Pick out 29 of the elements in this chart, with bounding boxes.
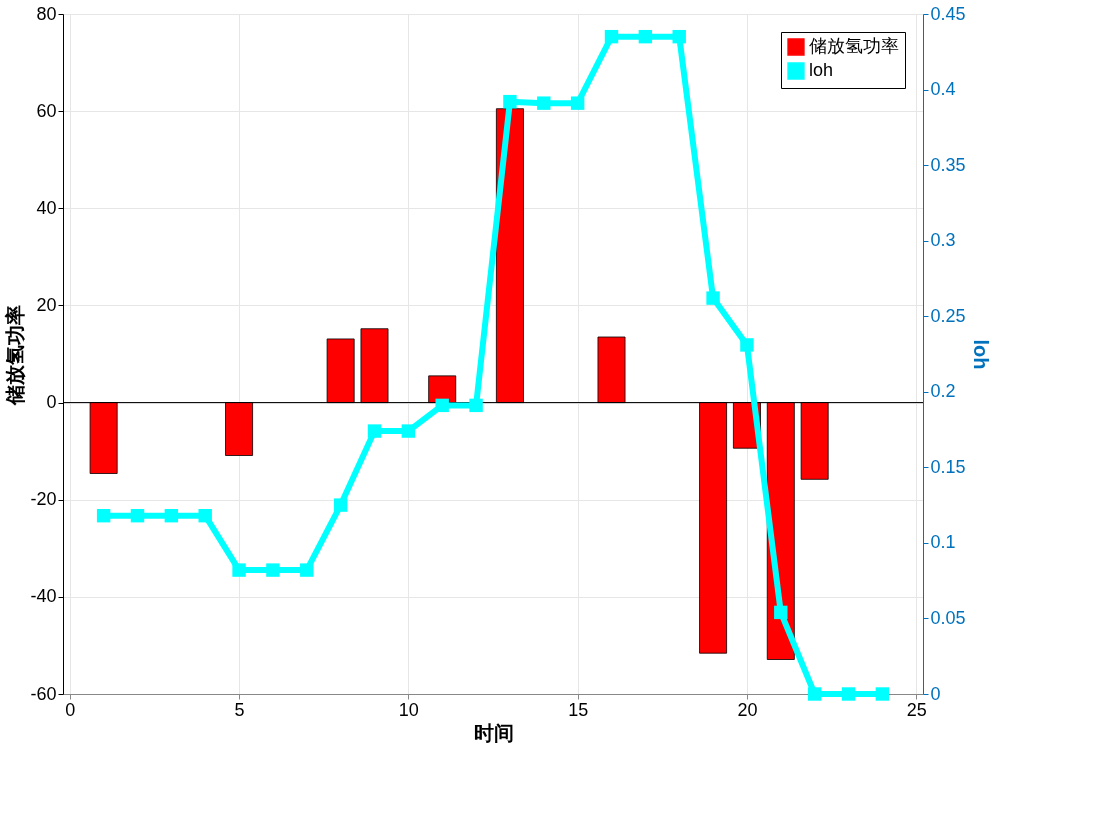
y-tick-label: 20	[36, 294, 57, 315]
y-tick-label: 40	[36, 197, 57, 218]
y2-tick-label: 0.15	[930, 456, 966, 477]
x-tick-label: 20	[737, 699, 758, 720]
x-axis-title: 时间	[473, 721, 514, 744]
y2-tick-label: 0.3	[930, 230, 956, 251]
x-tick-label: 25	[906, 699, 927, 720]
x-tick-label: 15	[568, 699, 589, 720]
y2-tick-label: 0.25	[930, 305, 966, 326]
y-axis-title: 储放氢功率	[4, 304, 27, 406]
legend-label: loh	[809, 60, 834, 80]
y2-tick-label: 0.45	[930, 3, 966, 24]
y-tick-label: 80	[36, 3, 57, 24]
y-tick-label: -20	[30, 489, 57, 510]
y2-tick-label: 0.05	[930, 607, 966, 628]
y2-tick-label: 0.1	[930, 532, 956, 553]
y-tick-label: -40	[30, 586, 57, 607]
y2-tick-label: 0.2	[930, 381, 956, 402]
x-tick-label: 5	[234, 699, 245, 720]
y2-tick-label: 0.4	[930, 79, 956, 100]
y2-tick-label: 0.35	[930, 154, 966, 175]
x-tick-label: 0	[65, 699, 76, 720]
y2-tick-label: 0	[930, 683, 941, 704]
y-tick-label: 60	[36, 100, 57, 121]
y-tick-label: -60	[30, 683, 57, 704]
x-tick-label: 10	[398, 699, 419, 720]
y2-axis-title: loh	[969, 339, 992, 370]
y-tick-label: 0	[46, 392, 57, 413]
legend-label: 储放氢功率	[809, 36, 899, 56]
